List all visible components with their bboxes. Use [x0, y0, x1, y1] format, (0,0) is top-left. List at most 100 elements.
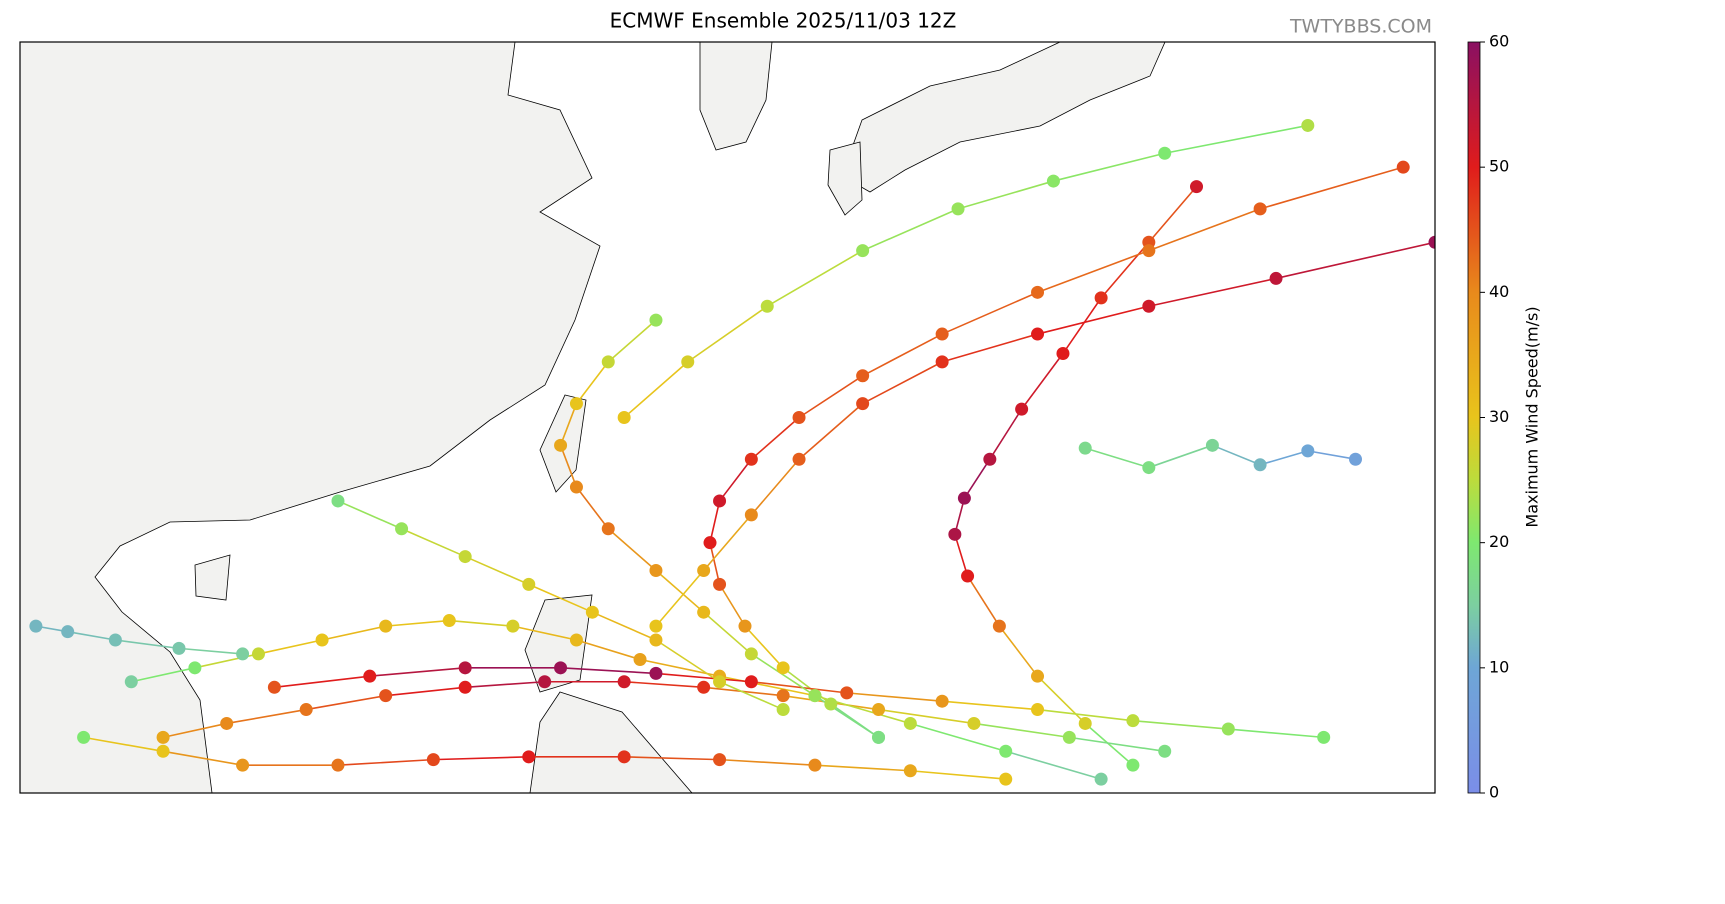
track-point — [1301, 118, 1315, 132]
track-segment — [1307, 450, 1356, 461]
track-segment — [703, 514, 752, 572]
track-point — [426, 753, 440, 767]
track-point — [569, 397, 583, 411]
track-point — [948, 527, 962, 541]
track-segment — [655, 569, 705, 627]
track-point — [458, 550, 472, 564]
track-segment — [528, 583, 593, 613]
track-segment — [1053, 152, 1165, 182]
track-segment — [878, 708, 975, 725]
track-segment — [1164, 124, 1308, 155]
track-point — [601, 355, 615, 369]
chart-title: ECMWF Ensemble 2025/11/03 12Z — [610, 9, 957, 33]
track-point — [61, 625, 75, 639]
track-point — [1094, 291, 1108, 305]
track-point — [458, 661, 472, 675]
track-segment — [766, 249, 864, 307]
track-segment — [115, 639, 180, 650]
track-segment — [162, 722, 227, 739]
track-segment — [655, 639, 720, 683]
track-segment — [162, 750, 243, 766]
track-point — [697, 680, 711, 694]
track-segment — [306, 694, 386, 711]
track-point — [299, 703, 313, 717]
track-segment — [709, 500, 721, 543]
track-point — [569, 633, 583, 647]
track-segment — [910, 722, 1006, 753]
track-segment — [998, 625, 1039, 677]
track-point — [760, 299, 774, 313]
track-segment — [1275, 241, 1435, 280]
track-segment — [337, 758, 434, 766]
track-segment — [1259, 450, 1309, 466]
track-point — [744, 675, 758, 689]
tracks — [29, 118, 1435, 786]
track-segment — [941, 291, 1038, 335]
colorbar-tick-label: 0 — [1489, 783, 1499, 802]
track-segment — [1062, 297, 1102, 354]
track-segment — [862, 333, 943, 377]
track-segment — [464, 555, 530, 586]
track-segment — [719, 758, 815, 766]
track-segment — [963, 458, 991, 499]
track-point — [188, 661, 202, 675]
track-point — [744, 508, 758, 522]
colorbar-tick-label: 10 — [1489, 657, 1509, 676]
track-point — [331, 494, 345, 508]
track-point — [999, 744, 1013, 758]
watermark: TWTYBBS.COM — [1289, 16, 1432, 38]
track-segment — [465, 680, 545, 689]
track-segment — [1020, 353, 1064, 410]
track-segment — [973, 722, 1070, 739]
track-segment — [1148, 186, 1198, 243]
track-point — [951, 202, 965, 216]
track-segment — [575, 361, 609, 405]
track-point — [856, 397, 870, 411]
track-segment — [321, 625, 386, 641]
track-point — [935, 327, 949, 341]
philippines-south — [529, 691, 693, 793]
track-segment — [1037, 305, 1150, 335]
track-point — [808, 758, 822, 772]
track-point — [617, 750, 631, 764]
track-point — [776, 661, 790, 675]
track-segment — [1100, 241, 1150, 299]
track-segment — [798, 375, 864, 419]
track-segment — [655, 672, 752, 683]
track-segment — [1148, 277, 1277, 308]
track-point — [957, 491, 971, 505]
hainan — [194, 554, 231, 601]
track-segment — [750, 458, 800, 516]
track-segment — [559, 445, 578, 488]
track-point — [1031, 285, 1045, 299]
track-segment — [1148, 444, 1213, 469]
map — [20, 42, 1435, 793]
track-segment — [607, 319, 657, 363]
track-segment — [709, 542, 721, 585]
track-point — [1221, 722, 1235, 736]
track-point — [251, 647, 265, 661]
track-segment — [592, 611, 657, 641]
track-point — [315, 633, 329, 647]
track-point — [395, 522, 409, 536]
track-point — [935, 694, 949, 708]
track-point — [1205, 438, 1219, 452]
track-point — [220, 716, 234, 730]
colorbar-tick-label: 60 — [1489, 32, 1509, 51]
track-point — [903, 764, 917, 778]
track-point — [856, 369, 870, 383]
track-point — [538, 675, 552, 689]
track-segment — [369, 667, 466, 677]
colorbar-label: Maximum Wind Speed(m/s) — [1523, 306, 1542, 527]
mainland — [20, 42, 601, 793]
track-segment — [385, 619, 450, 627]
track-segment — [274, 675, 370, 689]
track-segment — [1259, 166, 1404, 210]
track-point — [992, 619, 1006, 633]
colorbar-tick-label: 40 — [1489, 282, 1509, 301]
track-segment — [798, 402, 864, 460]
track-point — [156, 744, 170, 758]
track-segment — [1084, 722, 1134, 766]
track-point — [1269, 271, 1283, 285]
